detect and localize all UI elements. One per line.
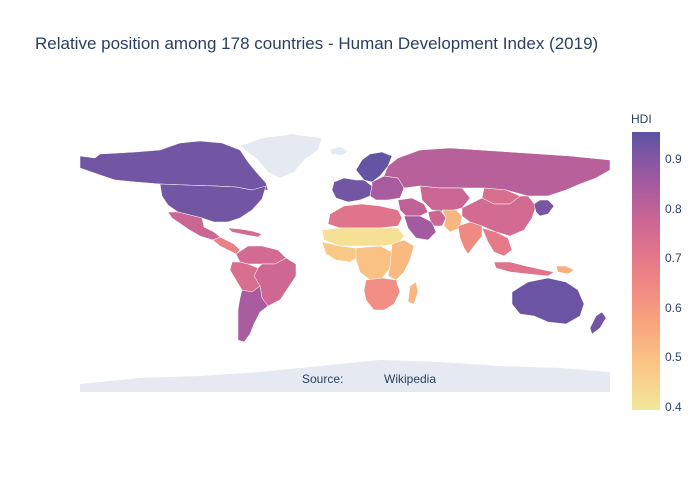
colorbar-title: HDI [631, 112, 652, 126]
region-southern-africa[interactable] [363, 277, 401, 311]
iceland [330, 147, 348, 155]
region-colombia-venezuela[interactable] [235, 245, 287, 265]
region-chile-argentina[interactable] [237, 285, 269, 343]
region-japan-korea[interactable] [533, 199, 555, 217]
region-middle-east[interactable] [397, 197, 429, 217]
region-west-africa[interactable] [321, 241, 361, 263]
region-caribbean[interactable] [227, 227, 263, 238]
colorbar-tick-label: 0.8 [665, 202, 682, 216]
region-new-zealand[interactable] [589, 311, 607, 335]
region-papua-new-guinea[interactable] [555, 265, 575, 275]
region-indonesia[interactable] [493, 261, 555, 277]
colorbar-tick-label: 0.6 [665, 301, 682, 315]
region-scandinavia[interactable] [355, 151, 393, 183]
region-afghanistan-pakistan[interactable] [441, 209, 463, 233]
region-australia[interactable] [511, 277, 585, 325]
region-canada[interactable] [79, 140, 269, 191]
source-label: Source: [302, 372, 344, 386]
region-sahel[interactable] [321, 227, 405, 247]
region-central-africa[interactable] [355, 245, 393, 281]
region-madagascar[interactable] [407, 281, 419, 305]
region-central-america[interactable] [212, 236, 241, 255]
region-united-states[interactable] [159, 183, 267, 223]
colorbar-tick-label: 0.4 [665, 400, 682, 414]
region-southeast-asia[interactable] [481, 227, 513, 257]
region-north-africa[interactable] [327, 203, 403, 229]
chart-title: Relative position among 178 countries - … [35, 34, 599, 53]
region-iran[interactable] [427, 209, 447, 227]
region-russia[interactable] [383, 147, 611, 197]
source-value: Wikipedia [384, 372, 437, 386]
antarctica [80, 360, 610, 392]
region-east-africa[interactable] [387, 239, 415, 281]
colorbar-tick-label: 0.7 [665, 251, 682, 265]
greenland [239, 133, 323, 179]
region-saudi-arabia-gulf[interactable] [403, 215, 437, 241]
colorbar-gradient [632, 132, 660, 410]
region-western-europe[interactable] [331, 177, 373, 203]
colorbar-tick-label: 0.9 [665, 152, 682, 166]
region-india[interactable] [457, 221, 483, 255]
colorbar-tick-label: 0.5 [665, 350, 682, 364]
